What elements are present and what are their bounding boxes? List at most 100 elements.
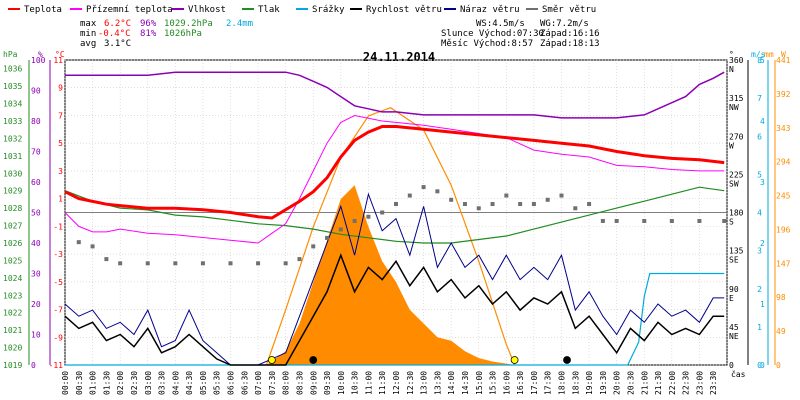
time-tick-11: 05:30 — [213, 371, 222, 395]
time-tick-16: 08:00 — [282, 371, 291, 395]
time-tick-12: 06:00 — [227, 371, 236, 395]
time-tick-2: 01:00 — [89, 371, 98, 395]
solar-tick-0: 441 — [776, 56, 791, 65]
wind-direction-point-29 — [559, 193, 564, 198]
humidity-tick-4: 60 — [31, 178, 41, 187]
legend: Teplota Přízemní teplota Vlhkost Tlak Srážky… — [8, 5, 596, 15]
time-tick-20: 10:00 — [337, 371, 346, 395]
stats-value-0-0: max — [80, 19, 97, 29]
plot-area — [64, 59, 728, 366]
direction-tick-6: 90 — [729, 285, 739, 294]
humidity-tick-6: 40 — [31, 239, 41, 248]
temperature-tick-5: 1 — [58, 195, 63, 204]
direction-tick-3: 225 — [729, 170, 744, 179]
legend-label-4: Srážky — [312, 5, 345, 15]
rain-tick-7: 1 — [757, 323, 762, 332]
wind-tick-1: 4 — [760, 117, 765, 126]
wind-direction-point-7 — [228, 261, 233, 266]
legend-label-2: Vlhkost — [188, 5, 226, 15]
direction-tick-1: 315 — [729, 94, 744, 103]
wind-direction-point-25 — [504, 193, 509, 198]
time-tick-1: 00:30 — [75, 371, 84, 395]
temperature-tick-1: 9 — [58, 84, 63, 93]
time-tick-37: 18:30 — [571, 371, 580, 395]
pressure-tick-2: 1034 — [3, 100, 22, 109]
temperature-tick-4: 3 — [58, 167, 63, 176]
rain-tick-0: 8 — [757, 56, 762, 65]
time-tick-9: 04:30 — [185, 371, 194, 395]
time-tick-6: 03:00 — [144, 371, 153, 395]
solar-tick-1: 392 — [776, 90, 791, 99]
rain-tick-5: 3 — [757, 247, 762, 256]
time-tick-34: 17:00 — [530, 371, 539, 395]
temperature-tick-2: 7 — [58, 111, 63, 120]
pressure-tick-12: 1024 — [3, 274, 22, 283]
direction-name-1: NW — [729, 103, 739, 112]
moon-set-stat: Západ:18:13 — [540, 39, 600, 49]
solar-tick-3: 294 — [776, 158, 791, 167]
wind-axis-title: m/s — [751, 50, 766, 59]
legend-label-5: Rychlost větru — [366, 5, 442, 15]
wind-direction-point-27 — [531, 202, 536, 207]
pressure-tick-15: 1021 — [3, 326, 22, 335]
event-marker-moonrise — [309, 356, 318, 364]
direction-tick-2: 270 — [729, 132, 744, 141]
solar-tick-6: 147 — [776, 259, 791, 268]
time-tick-10: 05:00 — [199, 371, 208, 395]
legend-label-0: Teplota — [24, 5, 62, 15]
time-tick-3: 01:30 — [102, 371, 111, 395]
humidity-tick-8: 20 — [31, 300, 41, 309]
wind-direction-point-31 — [587, 202, 592, 207]
stats-value-1-1: -0.4°C — [98, 29, 131, 39]
solar-tick-8: 49 — [776, 327, 786, 336]
humidity-tick-2: 80 — [31, 117, 41, 126]
time-tick-32: 16:00 — [502, 371, 511, 395]
pressure-tick-6: 1030 — [3, 169, 22, 178]
legend-label-1: Přízemní teplota — [86, 5, 173, 15]
time-tick-27: 13:30 — [433, 371, 442, 395]
sun-rise-stat: Slunce Východ:07:30 — [441, 29, 544, 39]
temperature-tick-10: -9 — [53, 333, 63, 342]
wind-direction-point-17 — [394, 202, 398, 207]
time-tick-7: 03:30 — [158, 371, 167, 395]
wind-direction-point-5 — [173, 261, 178, 266]
time-tick-46: 23:00 — [695, 371, 704, 395]
moon-rise-stat: Měsíc Východ:8:57 — [441, 39, 533, 49]
solar-radiation-area — [266, 185, 515, 365]
wind-tick-5: 0 — [760, 361, 765, 370]
pressure-tick-14: 1022 — [3, 309, 22, 318]
time-tick-26: 13:00 — [420, 371, 429, 395]
temperature-tick-7: -3 — [53, 250, 63, 259]
direction-tick-0: 360 — [729, 56, 744, 65]
humidity-tick-5: 50 — [31, 209, 41, 218]
wind-direction-point-36 — [697, 218, 702, 223]
wind-direction-point-23 — [476, 206, 481, 211]
solar-tick-4: 245 — [776, 192, 791, 201]
time-axis-title: čas — [731, 369, 746, 379]
wind-direction-point-13 — [338, 227, 343, 232]
time-tick-28: 14:00 — [447, 371, 456, 395]
wind-direction-point-24 — [490, 202, 495, 207]
wind-direction-point-14 — [352, 218, 357, 223]
time-tick-8: 04:00 — [171, 371, 180, 395]
rain-tick-1: 7 — [757, 94, 762, 103]
stats-value-1-0: min — [80, 29, 96, 39]
wind-speed-stat: WS:4.5m/s — [476, 19, 525, 29]
time-tick-0: 00:00 — [61, 371, 70, 395]
temperature-tick-9: -7 — [53, 306, 63, 315]
wind-direction-point-33 — [614, 218, 619, 223]
solar-axis-title: W — [781, 50, 786, 59]
pressure-tick-11: 1025 — [3, 256, 22, 265]
time-tick-31: 15:30 — [489, 371, 498, 395]
legend-label-3: Tlak — [258, 5, 280, 15]
time-tick-15: 07:30 — [268, 371, 277, 395]
temperature-tick-6: -1 — [53, 222, 63, 231]
pressure-tick-1: 1035 — [3, 82, 22, 91]
wind-direction-point-12 — [325, 235, 330, 240]
rain-tick-6: 2 — [757, 285, 762, 294]
pressure-axis-title: hPa — [3, 50, 18, 59]
pressure-tick-5: 1031 — [3, 152, 22, 161]
time-tick-43: 21:30 — [654, 371, 663, 395]
wind-direction-point-34 — [642, 218, 647, 223]
direction-name-2: W — [729, 141, 734, 150]
